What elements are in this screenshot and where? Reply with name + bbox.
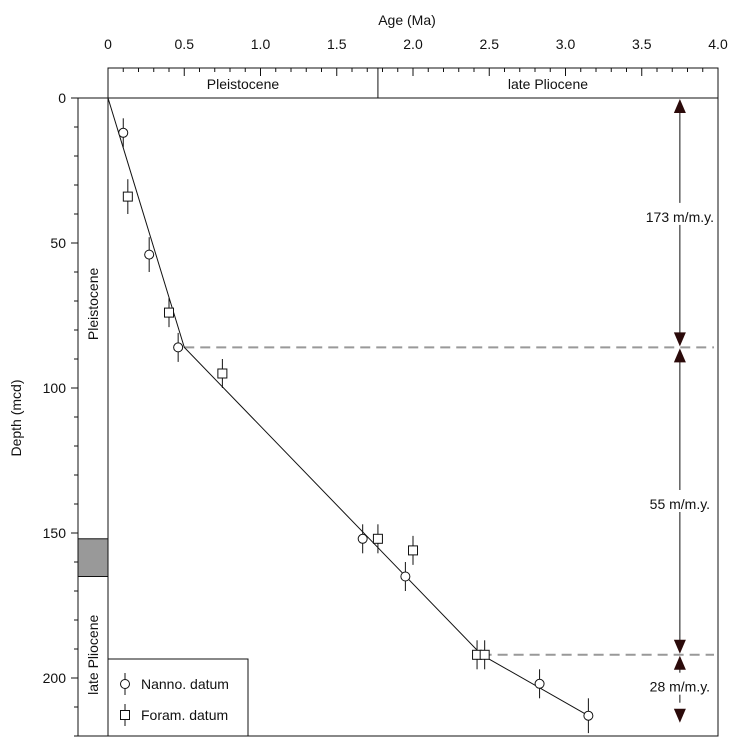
- nanno-datum-point: [357, 533, 368, 544]
- x-tick-label: 0: [104, 36, 112, 52]
- foram-datum-point: [408, 545, 418, 556]
- epoch-bars: Pleistocene late Pliocene Pleistocene late …: [77, 68, 588, 695]
- rate-label: 55 m/m.y.: [650, 496, 710, 512]
- nanno-datum-point: [534, 678, 545, 689]
- legend: Nanno. datum Foram. datum: [107, 658, 249, 737]
- nanno-datum-point: [583, 710, 594, 721]
- rate-label: 173 m/m.y.: [646, 209, 714, 225]
- x-tick-label: 2.0: [403, 36, 423, 52]
- legend-label: Nanno. datum: [141, 676, 229, 692]
- nanno-datum-point: [144, 249, 155, 260]
- top-epoch-label: late Pliocene: [508, 76, 588, 92]
- rate-arrow-head-up: [673, 99, 686, 113]
- sedimentation-rates: 173 m/m.y. 55 m/m.y. 28 m/m.y.: [646, 99, 714, 723]
- rate-label: 28 m/m.y.: [650, 679, 710, 695]
- rate-arrow-head-down: [673, 708, 686, 723]
- y-tick-label: 100: [43, 380, 67, 396]
- frames: [77, 67, 719, 737]
- x-tick-label: 3.5: [632, 36, 652, 52]
- age-depth-trend-line: [107, 97, 589, 717]
- x-tick-label: 3.0: [556, 36, 576, 52]
- side-gap-shading: [77, 538, 109, 577]
- x-tick-label: 2.5: [480, 36, 500, 52]
- side-epoch-label: Pleistocene: [85, 268, 101, 341]
- legend-box: [107, 658, 249, 737]
- legend-label: Foram. datum: [141, 707, 228, 723]
- trend-lines: [107, 97, 714, 717]
- foram-datum-point: [164, 307, 174, 318]
- legend-circle-marker: [120, 679, 130, 689]
- x-tick-label: 0.5: [175, 36, 195, 52]
- x-tick-label: 1.5: [327, 36, 347, 52]
- y-tick-label: 200: [43, 670, 67, 686]
- y-tick-label: 50: [50, 235, 66, 251]
- rate-arrow-head-up: [673, 655, 686, 670]
- side-epoch-label: late Pliocene: [85, 615, 101, 695]
- y-axis-label: Depth (mcd): [8, 379, 24, 456]
- ticks: [71, 68, 719, 737]
- rate-arrow-head-down: [673, 639, 686, 654]
- nanno-datum-point: [400, 571, 411, 582]
- legend-square-marker: [120, 710, 130, 720]
- tick-labels: 0 0.5 1.0 1.5 2.0 2.5 3.0 3.5 4.0 0 50 100 150 200: [43, 36, 728, 686]
- top-epoch-label: Pleistocene: [207, 76, 280, 92]
- plot-frame: [107, 97, 719, 737]
- x-tick-label: 1.0: [251, 36, 271, 52]
- nanno-datum-point: [173, 342, 184, 353]
- foram-datum-point: [122, 191, 133, 202]
- rate-arrow-head-down: [673, 332, 686, 347]
- x-axis-label: Age (Ma): [378, 12, 436, 28]
- y-tick-label: 0: [58, 90, 66, 106]
- foram-datum-point: [217, 368, 228, 379]
- nanno-datum-point: [118, 127, 129, 138]
- foram-datum-point: [479, 649, 490, 660]
- data-points: [118, 118, 594, 734]
- foram-datum-point: [372, 533, 383, 544]
- x-tick-label: 4.0: [708, 36, 728, 52]
- y-tick-label: 150: [43, 525, 67, 541]
- rate-arrow-head-up: [673, 348, 686, 363]
